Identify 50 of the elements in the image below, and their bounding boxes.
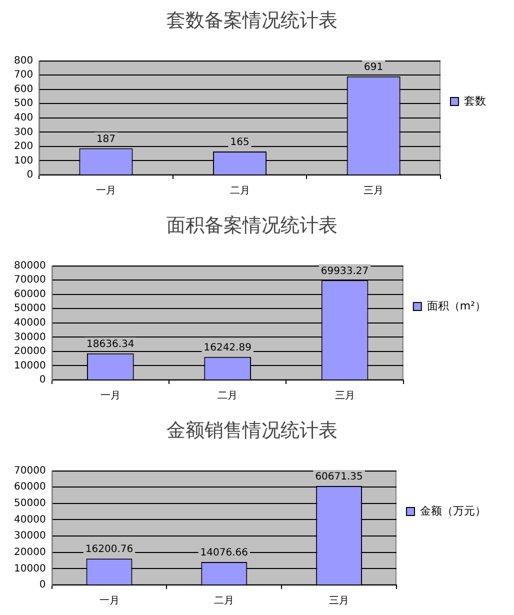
data-label: 60671.35 [315, 472, 363, 483]
x-tick-label: 一月 [100, 390, 120, 402]
legend-label: 金额（万元） [420, 504, 486, 518]
x-tick-label: 二月 [218, 390, 238, 402]
data-label: 18636.34 [86, 338, 134, 350]
y-tick-label: 100 [14, 155, 34, 166]
data-label: 187 [96, 134, 116, 145]
y-tick-label: 0 [39, 374, 46, 386]
y-tick-label: 40000 [14, 514, 46, 526]
y-tick-label: 500 [14, 98, 34, 110]
data-label: 165 [230, 137, 250, 148]
y-tick-label: 30000 [14, 332, 46, 343]
y-tick-label: 400 [14, 112, 34, 124]
x-tick-label: 一月 [99, 596, 120, 607]
y-tick-label: 700 [14, 70, 34, 81]
y-tick-label: 50000 [14, 498, 46, 510]
y-tick-label: 70000 [14, 274, 46, 286]
legend-label: 套数 [464, 94, 486, 108]
data-label: 16200.76 [85, 544, 134, 556]
chart-title: 面积备案情况统计表 [166, 214, 338, 236]
x-tick-label: 二月 [230, 186, 250, 197]
y-tick-label: 800 [14, 55, 34, 66]
y-tick-label: 10000 [14, 563, 46, 574]
data-label: 691 [364, 62, 384, 73]
chart-title: 套数备案情况统计表 [166, 9, 338, 32]
y-tick-label: 50000 [14, 303, 46, 314]
y-tick-label: 60000 [14, 482, 46, 493]
x-tick-label: 三月 [364, 186, 384, 197]
y-tick-label: 600 [14, 84, 34, 95]
legend-label: 面积（m²） [426, 299, 486, 312]
y-tick-label: 200 [14, 141, 34, 152]
y-tick-label: 40000 [14, 317, 46, 328]
data-label: 16242.89 [204, 342, 252, 354]
x-tick-label: 一月 [96, 186, 116, 197]
y-tick-label: 0 [26, 170, 34, 181]
y-tick-label: 20000 [14, 346, 46, 358]
data-label: 14076.66 [200, 548, 248, 559]
y-tick-label: 30000 [14, 530, 46, 542]
y-tick-label: 70000 [14, 465, 46, 476]
x-tick-label: 二月 [214, 596, 234, 607]
chart-title: 金额销售情况统计表 [166, 419, 338, 442]
x-tick-label: 三月 [329, 596, 350, 607]
x-tick-label: 三月 [334, 390, 355, 402]
data-label: 69933.27 [320, 266, 369, 277]
y-tick-label: 0 [39, 580, 46, 591]
y-tick-label: 300 [14, 126, 34, 138]
y-tick-label: 10000 [14, 360, 46, 372]
y-tick-label: 60000 [14, 288, 46, 300]
y-tick-label: 80000 [14, 260, 46, 272]
y-tick-label: 20000 [14, 546, 46, 558]
